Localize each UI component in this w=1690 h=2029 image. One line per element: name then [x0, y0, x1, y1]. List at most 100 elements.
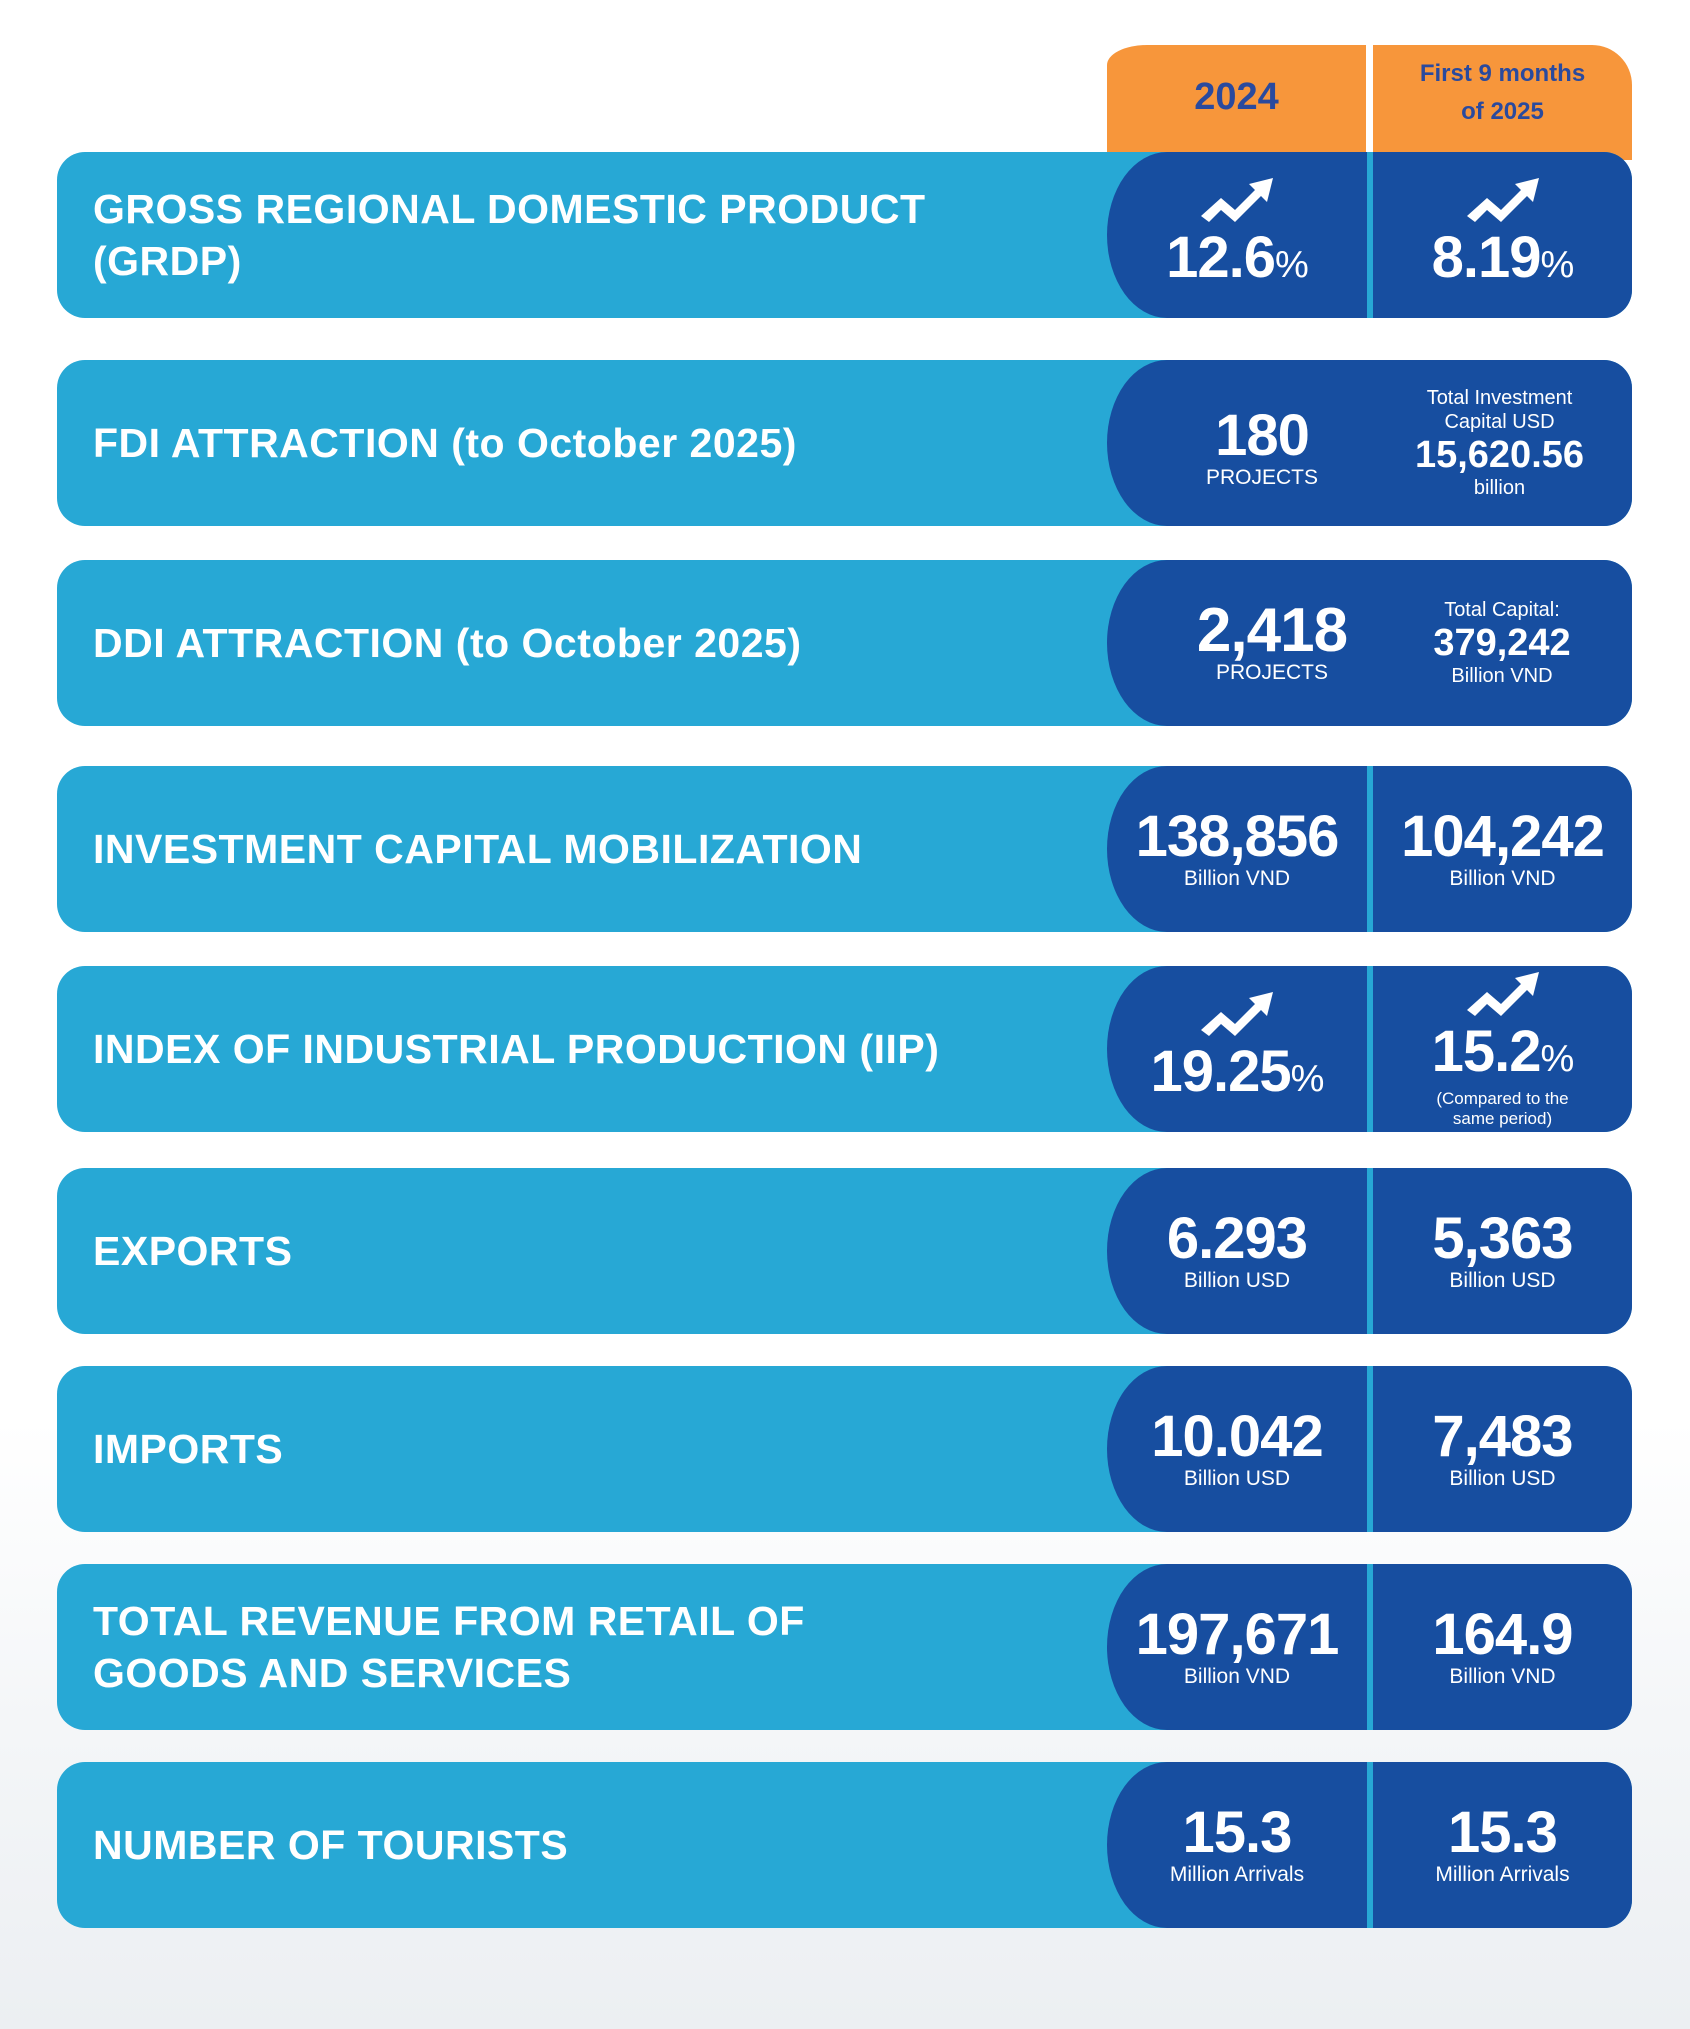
- value-panel-2024: [1107, 1366, 1367, 1532]
- unit-2025: Billion VND: [1449, 1665, 1556, 1688]
- row-bar: [57, 1762, 1632, 1928]
- value-2024: 138,856: [1135, 804, 1340, 869]
- value-panel-2024: [1107, 1564, 1367, 1730]
- row-label: INDEX OF INDUSTRIAL PRODUCTION (IIP): [93, 1026, 940, 1072]
- ddi-capital: Total Capital: 379,242 Billion VND: [1387, 560, 1617, 726]
- capital-label-line2: Capital USD: [1444, 411, 1555, 433]
- row-ddi: DDI ATTRACTION (to October 2025) 2,418 P…: [57, 560, 1632, 726]
- value-panel-2024: [1107, 152, 1367, 318]
- header-2024-label: 2024: [1194, 76, 1279, 118]
- capital-unit: Billion VND: [1451, 665, 1553, 687]
- cell-2024: 19.25%: [1107, 966, 1367, 1132]
- row-exports: EXPORTS 6.293 Billion USD 5,363 Billion …: [57, 1168, 1632, 1334]
- cell-2024: 10.042 Billion USD: [1107, 1366, 1367, 1532]
- fdi-projects: 180 PROJECTS: [1147, 360, 1377, 526]
- value-2025: 15.2%: [1431, 1018, 1575, 1084]
- cell-2024: 138,856 Billion VND: [1107, 766, 1367, 932]
- value-panel-2025: [1373, 1366, 1632, 1532]
- ddi-projects: 2,418 PROJECTS: [1147, 560, 1397, 726]
- trend-up-icon: [1466, 971, 1539, 1016]
- row-label: TOTAL REVENUE FROM RETAIL OF GOODS AND SE…: [93, 1564, 1093, 1730]
- header-2025: First 9 months of 2025: [1373, 45, 1632, 160]
- projects-unit: PROJECTS: [1205, 466, 1318, 489]
- row-bar: [57, 1564, 1632, 1730]
- value-panel-2024: [1107, 966, 1367, 1132]
- row-bar: [57, 152, 1632, 318]
- value-panel-2025: [1373, 966, 1632, 1132]
- fdi-capital: Total Investment Capital USD 15,620.56 b…: [1372, 360, 1627, 526]
- label-line2: GOODS AND SERVICES: [93, 1650, 572, 1696]
- capital-label: Total Capital:: [1444, 599, 1560, 621]
- value-2025: 7,483: [1432, 1404, 1573, 1469]
- value-2024: 15.3: [1182, 1800, 1293, 1865]
- unit-2025: Billion VND: [1449, 867, 1556, 890]
- cell-2025: 7,483 Billion USD: [1373, 1366, 1632, 1532]
- value-2024: 10.042: [1151, 1404, 1323, 1469]
- projects-unit: PROJECTS: [1215, 661, 1328, 684]
- value-2025: 104,242: [1401, 804, 1605, 869]
- unit-2025: Billion USD: [1449, 1467, 1556, 1490]
- label-line1: GROSS REGIONAL DOMESTIC PRODUCT: [93, 186, 926, 232]
- row-bar: [57, 966, 1632, 1132]
- projects-value: 2,418: [1196, 596, 1348, 665]
- label-line2: (GRDP): [93, 238, 242, 284]
- value-panel-2024: [1107, 1168, 1367, 1334]
- value-2024: 197,671: [1135, 1602, 1340, 1667]
- value-panel-2025: [1373, 1168, 1632, 1334]
- row-tourists: NUMBER OF TOURISTS 15.3 Million Arrivals…: [57, 1762, 1632, 1928]
- capital-value: 15,620.56: [1414, 434, 1585, 476]
- capital-unit: billion: [1473, 477, 1526, 499]
- cell-2025: 15.3 Million Arrivals: [1373, 1762, 1632, 1928]
- header-2024: 2024: [1107, 45, 1366, 160]
- row-label: IMPORTS: [93, 1426, 284, 1472]
- label-line1: TOTAL REVENUE FROM RETAIL OF: [93, 1598, 805, 1644]
- trend-up-icon: [1201, 991, 1273, 1036]
- unit-2024: Million Arrivals: [1169, 1863, 1305, 1886]
- value-panel-2024: [1107, 766, 1367, 932]
- unit-2025: Million Arrivals: [1435, 1863, 1570, 1886]
- cell-2024: 197,671 Billion VND: [1107, 1564, 1367, 1730]
- cell-2025: 164.9 Billion VND: [1373, 1564, 1632, 1730]
- value-2025: 15.3: [1448, 1800, 1558, 1865]
- row-label: FDI ATTRACTION (to October 2025): [93, 420, 797, 466]
- cell-2025: 104,242 Billion VND: [1373, 766, 1632, 932]
- value-panel-2024: [1107, 1762, 1367, 1928]
- unit-2024: Billion VND: [1183, 1665, 1291, 1688]
- value-2024: 12.6%: [1166, 224, 1309, 290]
- row-bar: [57, 766, 1632, 932]
- cell-2025: 5,363 Billion USD: [1373, 1168, 1632, 1334]
- row-grdp: GROSS REGIONAL DOMESTIC PRODUCT (GRDP) 12…: [57, 152, 1632, 318]
- header-2025-line1: First 9 months: [1419, 59, 1586, 87]
- row-label: EXPORTS: [93, 1228, 293, 1274]
- trend-up-icon: [1466, 177, 1539, 222]
- row-iip: INDEX OF INDUSTRIAL PRODUCTION (IIP) 19.…: [57, 966, 1632, 1132]
- value-2024: 19.25%: [1150, 1038, 1325, 1104]
- value-panel-2025: [1373, 152, 1632, 318]
- note-line2: same period): [1452, 1108, 1553, 1128]
- note-line1: (Compared to the: [1436, 1088, 1569, 1108]
- value-2025: 164.9: [1432, 1602, 1573, 1667]
- unit-2024: Billion USD: [1183, 1467, 1291, 1490]
- value-panel: [1107, 360, 1632, 526]
- row-label: DDI ATTRACTION (to October 2025): [93, 620, 802, 666]
- value-2025: 8.19%: [1431, 224, 1575, 290]
- row-label: GROSS REGIONAL DOMESTIC PRODUCT (GRDP): [93, 152, 1093, 318]
- row-label: INVESTMENT CAPITAL MOBILIZATION: [93, 826, 863, 872]
- row-fdi: FDI ATTRACTION (to October 2025) 180 PRO…: [57, 360, 1632, 526]
- value-panel-2025: [1373, 1762, 1632, 1928]
- row-label: NUMBER OF TOURISTS: [93, 1822, 569, 1868]
- projects-value: 180: [1215, 403, 1310, 468]
- unit-2025: Billion USD: [1449, 1269, 1556, 1292]
- unit-2024: Billion USD: [1183, 1269, 1291, 1292]
- value-panel-2025: [1373, 766, 1632, 932]
- value-2025: 5,363: [1432, 1206, 1573, 1271]
- row-bar: [57, 1366, 1632, 1532]
- unit-2024: Billion VND: [1183, 867, 1291, 890]
- capital-value: 379,242: [1433, 622, 1571, 664]
- value-2024: 6.293: [1166, 1206, 1308, 1271]
- row-investment-capital: INVESTMENT CAPITAL MOBILIZATION 138,856 …: [57, 766, 1632, 932]
- value-panel: [1107, 560, 1632, 726]
- cell-2024: 12.6%: [1107, 152, 1367, 318]
- row-imports: IMPORTS 10.042 Billion USD 7,483 Billion…: [57, 1366, 1632, 1532]
- trend-up-icon: [1201, 177, 1273, 222]
